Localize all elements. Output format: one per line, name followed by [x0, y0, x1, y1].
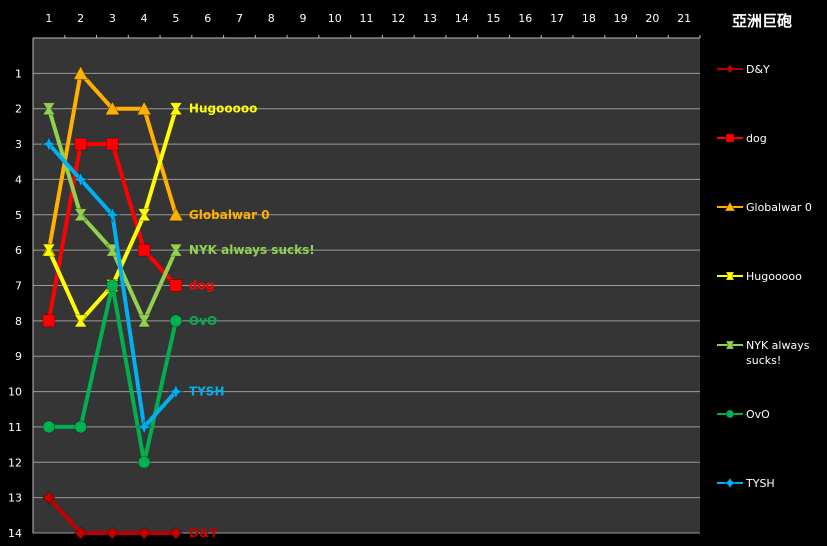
x-tick-label: 14	[455, 12, 469, 25]
data-point	[74, 420, 88, 434]
data-point	[169, 279, 183, 292]
legend-marker	[725, 133, 735, 143]
y-tick-label: 8	[15, 315, 22, 328]
legend-marker	[725, 340, 735, 350]
legend-label: Hugooooo	[746, 270, 802, 283]
data-point	[74, 526, 88, 540]
y-tick-label: 5	[15, 209, 22, 222]
data-point	[136, 100, 152, 116]
y-tick-label: 12	[8, 456, 22, 469]
data-point	[42, 314, 56, 328]
series-end-label: OvO	[189, 314, 217, 328]
legend-marker	[724, 201, 736, 212]
x-tick-label: 1	[45, 12, 52, 25]
x-tick-label: 10	[328, 12, 342, 25]
x-tick-label: 15	[487, 12, 501, 25]
x-tick-label: 5	[172, 12, 179, 25]
data-point	[42, 420, 56, 434]
legend-label: TYSH	[745, 477, 775, 490]
legend-label: OvO	[746, 408, 770, 421]
series-end-label: dog	[189, 279, 214, 293]
y-tick-label: 3	[15, 138, 22, 151]
data-point	[73, 208, 88, 222]
legend-label: D&Y	[746, 63, 770, 76]
data-point	[104, 100, 121, 116]
x-tick-label: 18	[582, 12, 596, 25]
data-point	[136, 418, 153, 436]
data-point	[137, 208, 151, 222]
data-point	[42, 102, 56, 116]
data-point	[137, 243, 151, 257]
legend-label: Globalwar 0	[746, 201, 812, 214]
x-tick-label: 11	[360, 12, 374, 25]
data-point	[168, 206, 184, 222]
data-point	[74, 137, 88, 151]
y-tick-label: 4	[15, 173, 22, 186]
data-point	[106, 279, 119, 292]
legend-marker	[724, 477, 736, 489]
x-tick-label: 9	[299, 12, 306, 25]
data-point	[169, 102, 183, 116]
data-point	[72, 65, 89, 80]
data-point	[137, 526, 151, 540]
x-tick-label: 17	[550, 12, 564, 25]
data-point	[169, 243, 183, 257]
data-point	[42, 243, 56, 257]
x-tick-label: 19	[614, 12, 628, 25]
legend-marker	[725, 409, 735, 419]
data-point	[167, 383, 185, 400]
y-tick-label: 11	[8, 421, 22, 434]
data-point	[169, 526, 183, 540]
data-point	[40, 135, 57, 153]
y-tick-label: 10	[8, 386, 22, 399]
legend-label: NYK always sucks!	[746, 339, 810, 367]
data-point	[104, 206, 121, 223]
y-tick-label: 2	[15, 103, 22, 116]
series-end-label: TYSH	[189, 385, 225, 399]
y-tick-label: 6	[15, 244, 22, 257]
y-tick-label: 7	[15, 280, 22, 293]
data-point	[73, 314, 88, 328]
data-point	[72, 171, 89, 188]
legend-marker	[725, 271, 735, 281]
x-tick-label: 6	[204, 12, 211, 25]
legend-label: dog	[746, 132, 767, 145]
x-tick-label: 3	[109, 12, 116, 25]
data-point	[42, 491, 56, 505]
chart-title: 亞洲巨砲	[732, 12, 792, 30]
data-point	[106, 137, 119, 151]
series-end-label: D&Y	[189, 526, 218, 540]
data-point	[169, 314, 183, 328]
legend-marker	[725, 64, 735, 74]
data-point	[137, 455, 151, 469]
series-end-label: Hugooooo	[189, 102, 257, 116]
series-end-label: NYK always sucks!	[189, 243, 315, 257]
x-tick-label: 20	[645, 12, 659, 25]
data-point	[137, 314, 151, 328]
x-tick-label: 12	[391, 12, 405, 25]
y-tick-label: 14	[8, 527, 22, 540]
x-tick-label: 21	[677, 12, 691, 25]
series-end-label: Globalwar 0	[189, 208, 270, 222]
x-tick-label: 7	[236, 12, 243, 25]
x-tick-label: 8	[268, 12, 275, 25]
x-tick-label: 2	[77, 12, 84, 25]
x-tick-label: 13	[423, 12, 437, 25]
y-tick-label: 9	[15, 350, 22, 363]
y-tick-label: 13	[8, 492, 22, 505]
x-tick-label: 4	[141, 12, 148, 25]
x-tick-label: 16	[518, 12, 532, 25]
data-point	[105, 526, 119, 540]
y-tick-label: 1	[15, 67, 22, 80]
